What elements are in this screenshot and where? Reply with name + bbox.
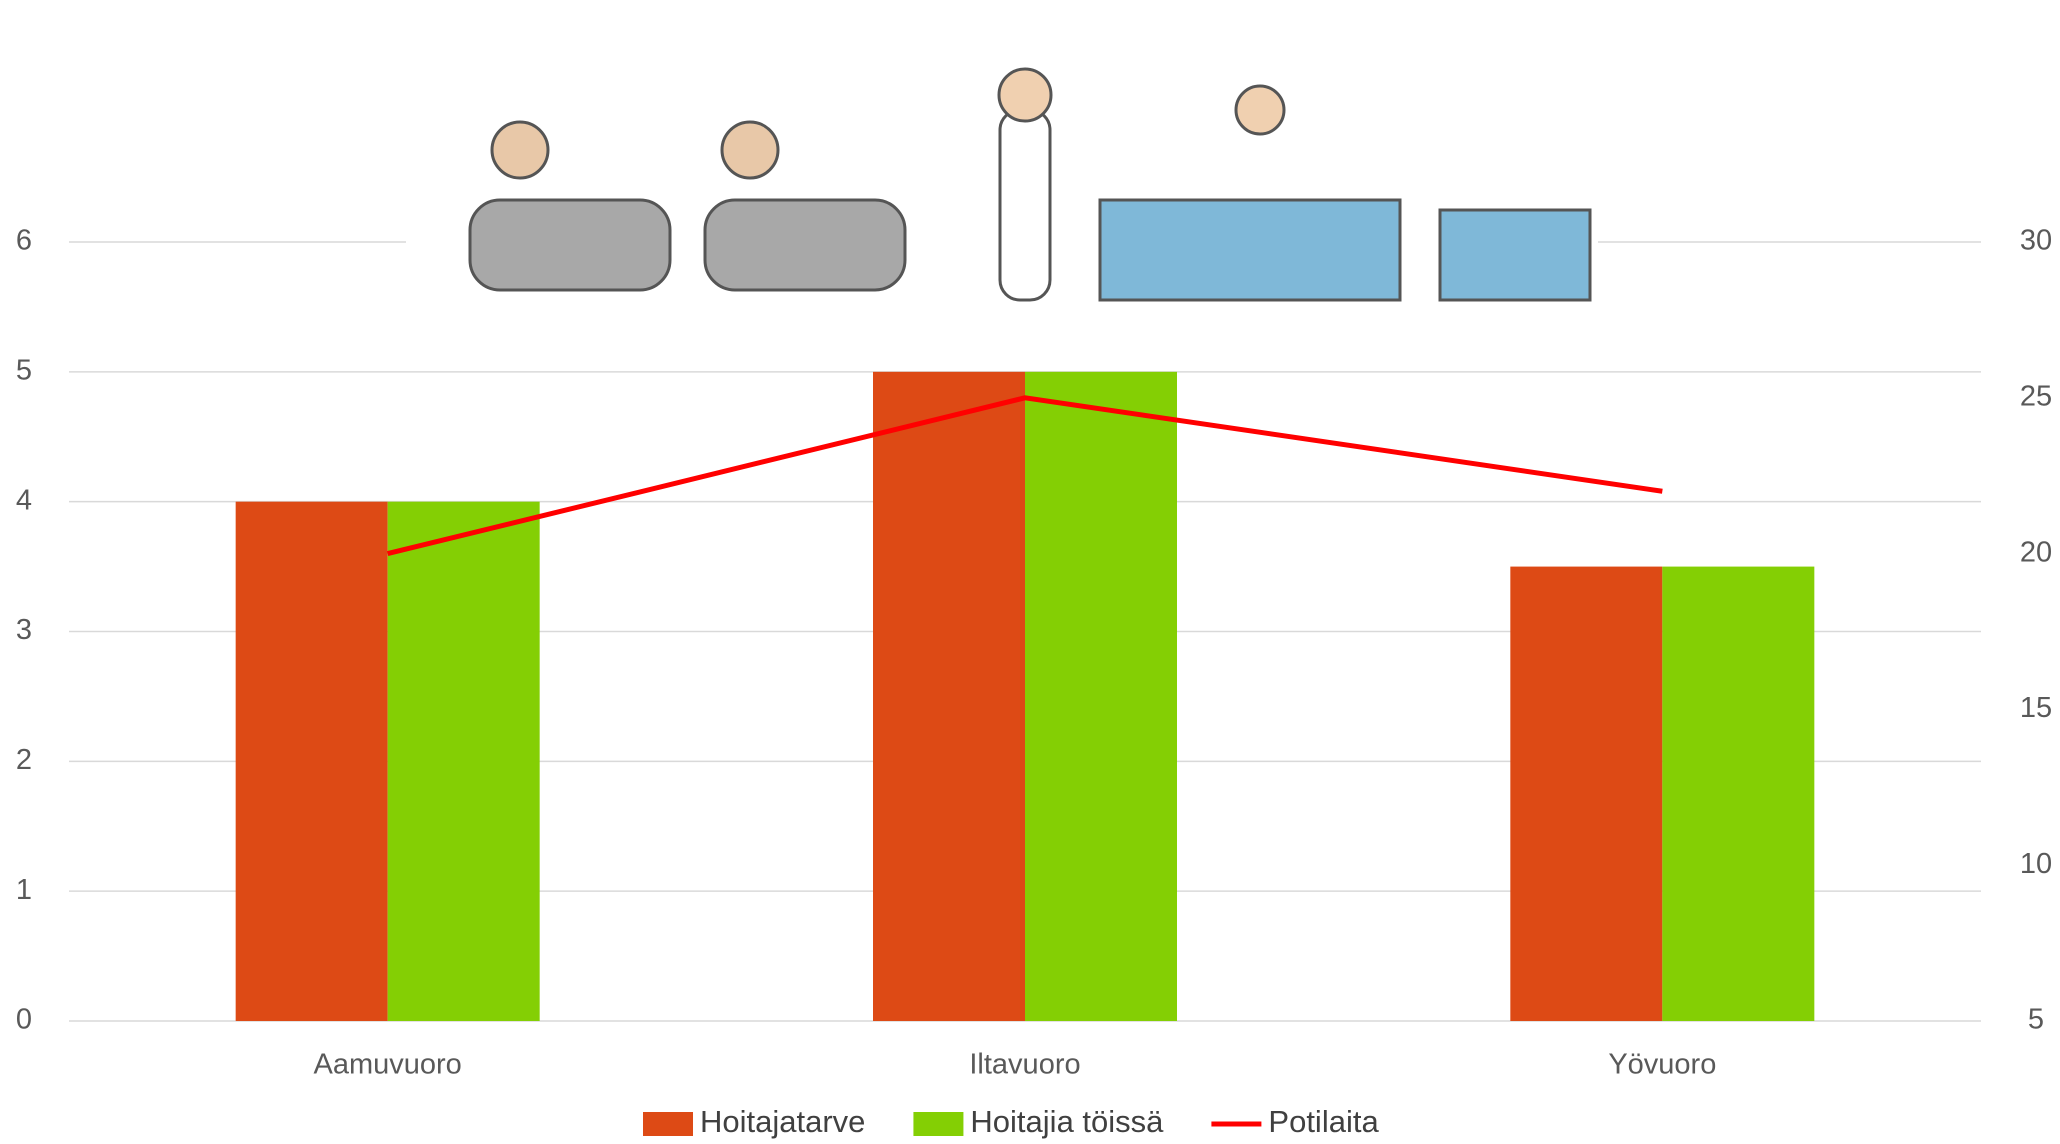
y-tick-label: 2 xyxy=(16,744,32,776)
x-tick-label: Iltavuoro xyxy=(969,1049,1080,1081)
legend-label: Hoitajia töissä xyxy=(970,1104,1164,1139)
y2-tick-label: 20 xyxy=(2020,536,2052,568)
bar xyxy=(1662,566,1815,1021)
y-tick-label: 6 xyxy=(16,225,32,257)
legend-swatch xyxy=(913,1112,964,1136)
x-tick-label: Aamuvuoro xyxy=(314,1049,462,1081)
y2-tick-label: 5 xyxy=(2028,1004,2044,1036)
bar xyxy=(387,501,540,1022)
y2-tick-label: 30 xyxy=(2020,225,2052,257)
y2-tick-label: 10 xyxy=(2020,848,2052,880)
y2-tick-label: 25 xyxy=(2020,380,2052,412)
y-tick-label: 1 xyxy=(16,874,32,906)
legend: Hoitajatarve Hoitajia töissä Potilaita xyxy=(643,1104,1379,1139)
bar xyxy=(873,371,1025,1021)
bar xyxy=(1510,566,1663,1021)
y-tick-label: 0 xyxy=(16,1004,32,1036)
bar xyxy=(235,501,388,1022)
legend-label: Potilaita xyxy=(1268,1104,1379,1139)
x-tick-label: Yövuoro xyxy=(1608,1049,1716,1081)
y-tick-label: 4 xyxy=(16,484,32,516)
legend-label: Hoitajatarve xyxy=(700,1104,865,1139)
y-tick-label: 3 xyxy=(16,614,32,646)
y-tick-label: 5 xyxy=(16,354,32,386)
plot-area: 0 1 2 3 4 5 6 5 10 15 20 25 30 Aamuvuoro Iltavuoro Yövu… xyxy=(16,225,2052,1081)
y2-tick-label: 15 xyxy=(2020,692,2052,724)
bar xyxy=(1025,371,1177,1021)
legend-swatch xyxy=(643,1112,693,1136)
clipart-illustration xyxy=(406,0,1598,368)
line xyxy=(387,395,1663,557)
